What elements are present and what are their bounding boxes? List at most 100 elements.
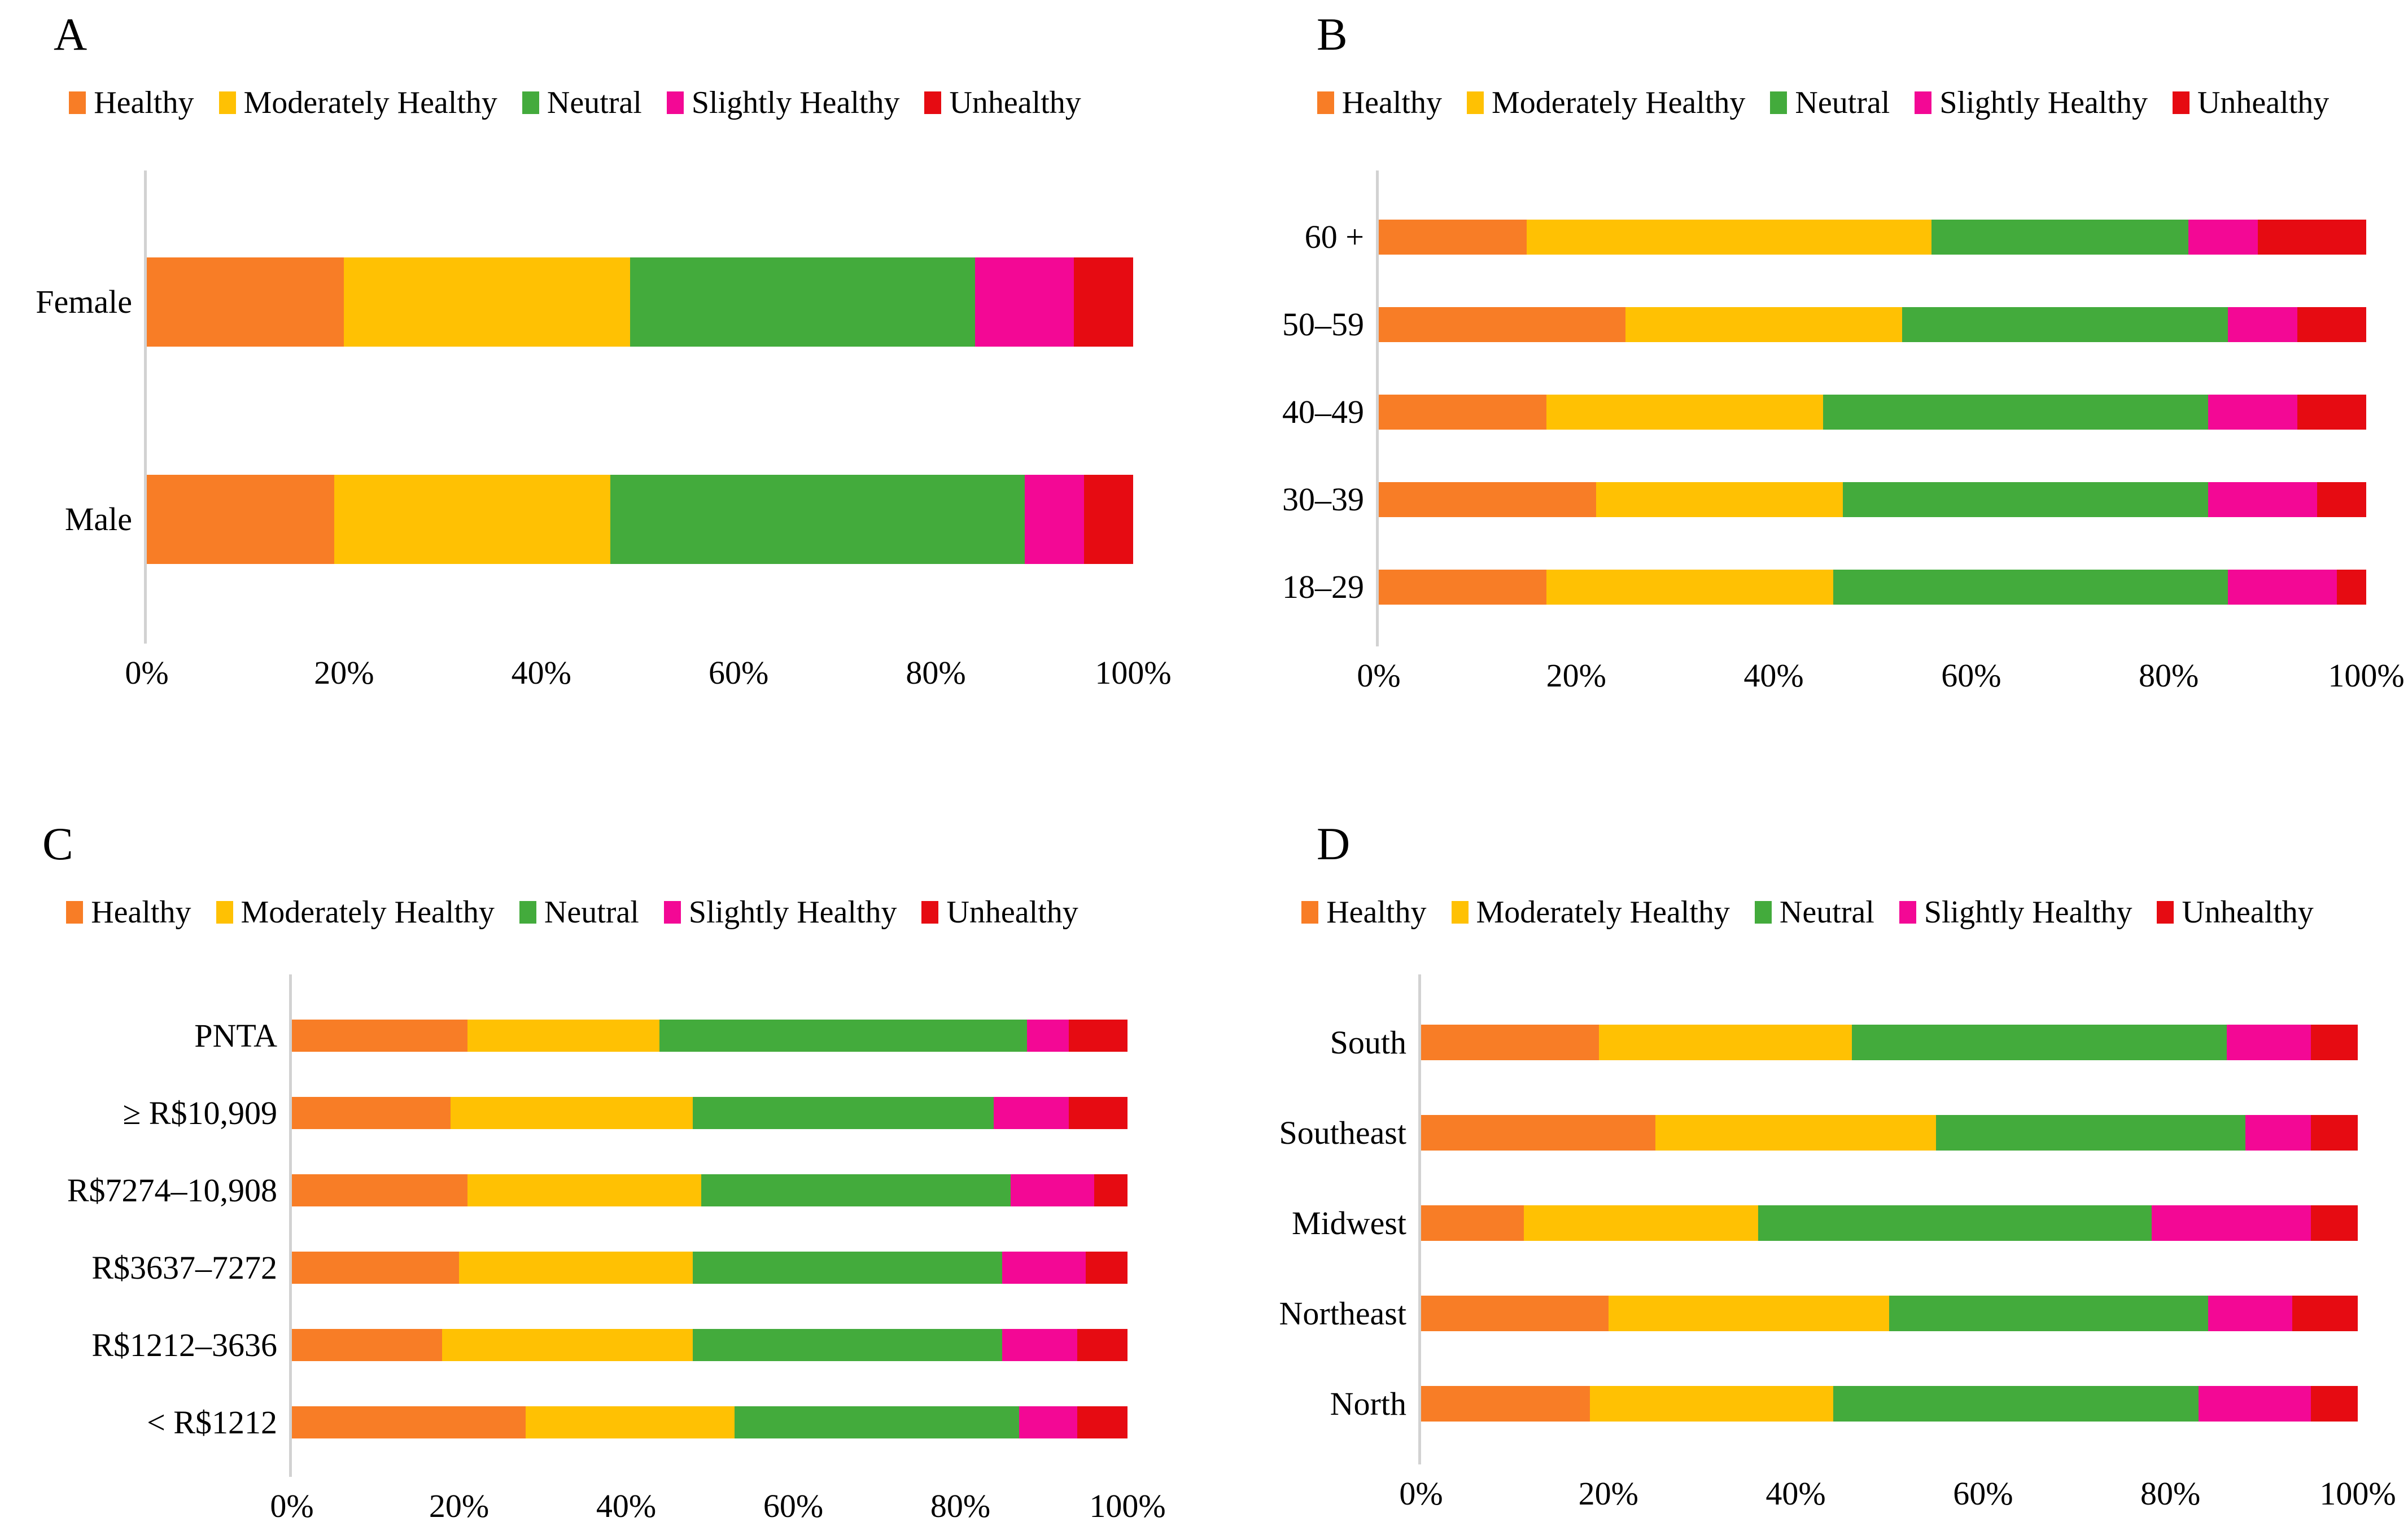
bar-segment-unhealthy xyxy=(1069,1020,1127,1052)
bar-segment-slightly-healthy xyxy=(1002,1329,1078,1361)
bar-segment-healthy xyxy=(1379,394,1547,430)
y-axis-line xyxy=(1376,170,1379,646)
bar-rows: PNTA ≥ R$10,909 R$7274–10,908 R$3637–7272 R$… xyxy=(17,997,1127,1461)
bar-row-r-10-909: ≥ R$10,909 xyxy=(17,1074,1127,1152)
bar-track xyxy=(292,1329,1127,1361)
axis-tick-label: 0% xyxy=(1357,657,1401,694)
plot-area-c: PNTA ≥ R$10,909 R$7274–10,908 R$3637–7272 R$… xyxy=(17,974,1127,1477)
bar-segment-slightly-healthy xyxy=(2228,569,2337,605)
bar-segment-moderately-healthy xyxy=(442,1329,693,1361)
category-label: R$1212–3636 xyxy=(91,1327,277,1363)
bar-segment-moderately-healthy xyxy=(1596,482,1843,517)
bar-segment-slightly-healthy xyxy=(2198,1385,2311,1422)
legend-item-slightly-healthy: Slightly Healthy xyxy=(663,893,897,932)
legend-item-healthy: Healthy xyxy=(1317,83,1442,123)
bar-segment-slightly-healthy xyxy=(2188,219,2258,255)
bar-segment-healthy xyxy=(1379,569,1547,605)
legend-label: Unhealthy xyxy=(2197,85,2330,120)
legend: Healthy Moderately Healthy Neutral Slightly… xyxy=(1280,83,2366,123)
bar-segment-moderately-healthy xyxy=(1546,569,1833,605)
bar-segment-healthy xyxy=(1421,1114,1655,1151)
axis-tick-label: 100% xyxy=(2319,1475,2396,1512)
bar-row-r-3637-7272: R$3637–7272 xyxy=(17,1229,1127,1306)
legend-item-neutral: Neutral xyxy=(519,893,639,932)
bar-row-female: Female xyxy=(17,193,1133,410)
bar-row-r-7274-10-908: R$7274–10,908 xyxy=(17,1152,1127,1229)
bar-segment-slightly-healthy xyxy=(1010,1174,1094,1206)
bar-track xyxy=(1379,482,2366,517)
legend-swatch-moderately-healthy xyxy=(1467,91,1484,114)
panel-b: B Healthy Moderately Healthy Neutral Slight… xyxy=(1204,0,2408,764)
plot-area-b: 60 + 50–59 40–49 30–39 18–29 xyxy=(1280,170,2366,646)
bar-segment-moderately-healthy xyxy=(1599,1024,1852,1060)
bar-segment-slightly-healthy xyxy=(2226,1024,2311,1060)
legend-item-slightly-healthy: Slightly Healthy xyxy=(1899,893,2132,932)
legend-swatch-healthy xyxy=(66,901,84,924)
legend-swatch-unhealthy xyxy=(2157,901,2174,924)
bar-segment-neutral xyxy=(610,474,1025,564)
legend-item-moderately-healthy: Moderately Healthy xyxy=(218,83,497,123)
bar-segment-moderately-healthy xyxy=(1625,307,1902,342)
bar-segment-unhealthy xyxy=(1094,1174,1127,1206)
legend-item-moderately-healthy: Moderately Healthy xyxy=(1467,83,1745,123)
axis-tick-label: 100% xyxy=(1095,654,1172,691)
bar-track xyxy=(1379,307,2366,342)
legend-label: Neutral xyxy=(547,85,642,120)
x-axis-tick-labels: 0% 20% 40% 60% 80% 100% xyxy=(1399,1475,2396,1523)
legend-label: Healthy xyxy=(1326,895,1427,930)
axis-tick-label: 0% xyxy=(270,1488,314,1524)
bar-segment-slightly-healthy xyxy=(975,257,1074,347)
legend-label: Neutral xyxy=(544,895,639,930)
bar-track xyxy=(1379,219,2366,255)
bar-segment-slightly-healthy xyxy=(2208,1295,2292,1331)
bar-segment-neutral xyxy=(1852,1024,2227,1060)
legend-item-healthy: Healthy xyxy=(1301,893,1427,932)
bar-segment-healthy xyxy=(147,474,334,564)
bar-segment-moderately-healthy xyxy=(1589,1385,1833,1422)
bar-segment-slightly-healthy xyxy=(1024,474,1084,564)
bar-track xyxy=(292,1020,1127,1052)
bar-segment-neutral xyxy=(659,1020,1028,1052)
legend-swatch-neutral xyxy=(519,901,536,924)
bar-row-south: South xyxy=(1257,997,2358,1087)
bar-segment-neutral xyxy=(1823,394,2209,430)
bar-segment-moderately-healthy xyxy=(451,1097,693,1129)
bar-segment-neutral xyxy=(693,1097,994,1129)
bar-rows: South Southeast Midwest Northeast North xyxy=(1257,997,2358,1449)
legend-label: Healthy xyxy=(1341,85,1442,120)
bar-segment-moderately-healthy xyxy=(526,1406,735,1438)
bar-segment-moderately-healthy xyxy=(1546,394,1824,430)
legend-item-unhealthy: Unhealthy xyxy=(921,893,1078,932)
y-axis-line xyxy=(1418,974,1421,1464)
legend-swatch-healthy xyxy=(1301,901,1319,924)
axis-tick-label: 80% xyxy=(930,1488,991,1524)
bar-segment-healthy xyxy=(292,1329,443,1361)
bar-segment-healthy xyxy=(1421,1024,1599,1060)
plot-area-a: Female Male xyxy=(17,170,1133,644)
legend-label: Moderately Healthy xyxy=(1476,895,1730,930)
legend-item-unhealthy: Unhealthy xyxy=(2172,83,2330,123)
legend-label: Slightly Healthy xyxy=(688,895,897,930)
bar-segment-neutral xyxy=(735,1406,1019,1438)
axis-tick-label: 60% xyxy=(763,1488,824,1524)
bar-segment-neutral xyxy=(1843,482,2209,517)
bar-row-40-49: 40–49 xyxy=(1280,368,2366,456)
bar-segment-healthy xyxy=(1379,482,1596,517)
legend-swatch-slightly-healthy xyxy=(1899,901,1916,924)
bar-segment-moderately-healthy xyxy=(1608,1295,1890,1331)
panel-c: C Healthy Moderately Healthy Neutral Slight… xyxy=(0,764,1204,1529)
category-label: ≥ R$10,909 xyxy=(123,1095,277,1131)
axis-tick-label: 20% xyxy=(1578,1475,1638,1512)
bar-segment-healthy xyxy=(1379,219,1527,255)
category-label: R$3637–7272 xyxy=(91,1249,277,1286)
legend-label: Neutral xyxy=(1795,85,1890,120)
legend-item-neutral: Neutral xyxy=(1770,83,1890,123)
legend: Healthy Moderately Healthy Neutral Slightly… xyxy=(17,893,1127,932)
bar-track xyxy=(292,1406,1127,1438)
legend-swatch-slightly-healthy xyxy=(666,91,684,114)
bar-segment-unhealthy xyxy=(2317,482,2366,517)
axis-tick-label: 0% xyxy=(1399,1475,1443,1512)
legend-swatch-moderately-healthy xyxy=(218,91,236,114)
legend-swatch-moderately-healthy xyxy=(1451,901,1469,924)
